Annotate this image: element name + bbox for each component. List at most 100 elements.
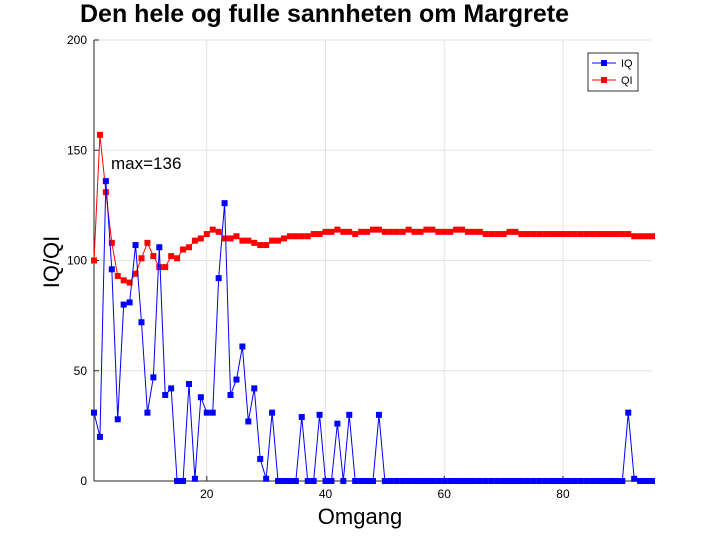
data-point-qi <box>156 264 163 271</box>
series-layer <box>91 131 655 484</box>
data-point-qi <box>364 228 371 235</box>
data-point-iq <box>530 478 537 484</box>
data-point-qi <box>643 233 650 240</box>
data-point-qi <box>346 228 353 235</box>
data-point-qi <box>637 233 644 240</box>
data-point-qi <box>263 242 270 249</box>
data-point-qi <box>180 246 187 253</box>
data-point-qi <box>292 233 299 240</box>
data-point-qi <box>286 233 293 240</box>
data-point-iq <box>150 374 157 381</box>
data-point-iq <box>269 409 276 416</box>
data-point-qi <box>245 237 252 244</box>
data-point-iq <box>619 478 626 484</box>
data-point-iq <box>138 319 145 326</box>
data-point-iq <box>310 478 317 484</box>
data-point-iq <box>506 478 513 484</box>
data-point-iq <box>548 478 555 484</box>
data-point-iq <box>423 478 430 484</box>
data-point-iq <box>102 178 109 185</box>
data-point-qi <box>435 228 442 235</box>
data-point-iq <box>209 409 216 416</box>
data-point-qi <box>393 228 400 235</box>
data-point-qi <box>328 228 335 235</box>
data-point-iq <box>613 478 620 484</box>
legend-marker-iq <box>601 60 607 66</box>
series-qi <box>91 131 655 286</box>
data-point-qi <box>571 231 578 238</box>
data-point-iq <box>488 478 495 484</box>
data-point-qi <box>601 231 608 238</box>
data-point-iq <box>108 266 115 273</box>
data-point-iq <box>405 478 412 484</box>
data-point-qi <box>429 226 436 233</box>
data-point-iq <box>126 299 133 306</box>
x-tick-label: 20 <box>200 487 214 501</box>
data-point-iq <box>399 478 406 484</box>
data-point-qi <box>316 231 323 238</box>
data-point-qi <box>512 228 519 235</box>
data-point-qi <box>613 231 620 238</box>
data-point-qi <box>625 231 632 238</box>
data-point-iq <box>631 475 638 482</box>
data-point-qi <box>257 242 264 249</box>
data-point-iq <box>185 380 192 387</box>
x-tick-label: 60 <box>438 487 452 501</box>
data-point-iq <box>275 478 282 484</box>
data-point-qi <box>506 228 513 235</box>
data-point-iq <box>524 478 531 484</box>
data-point-qi <box>108 239 115 246</box>
data-point-qi <box>542 231 549 238</box>
data-point-iq <box>393 478 400 484</box>
data-point-qi <box>441 228 448 235</box>
data-point-qi <box>340 228 347 235</box>
data-point-iq <box>571 478 578 484</box>
data-point-qi <box>251 239 258 246</box>
data-point-iq <box>595 478 602 484</box>
data-point-qi <box>500 231 507 238</box>
data-point-qi <box>524 231 531 238</box>
data-point-qi <box>488 231 495 238</box>
legend-label-iq: IQ <box>621 58 633 70</box>
data-point-iq <box>162 392 169 399</box>
data-point-qi <box>91 257 97 264</box>
axes: 0 50 100 150 200 20 40 60 80 <box>67 33 652 501</box>
data-point-iq <box>459 478 466 484</box>
data-point-iq <box>441 478 448 484</box>
data-point-qi <box>370 226 376 233</box>
data-point-qi <box>548 231 555 238</box>
data-point-iq <box>91 409 97 416</box>
data-point-iq <box>156 244 163 251</box>
data-point-qi <box>399 228 406 235</box>
data-point-iq <box>417 478 424 484</box>
data-point-iq <box>227 392 234 399</box>
data-point-iq <box>476 478 483 484</box>
data-point-qi <box>358 228 365 235</box>
data-point-qi <box>126 279 133 286</box>
legend: IQ QI <box>587 52 639 92</box>
data-point-iq <box>554 478 561 484</box>
data-point-qi <box>275 237 282 244</box>
data-point-qi <box>518 231 525 238</box>
data-point-iq <box>387 478 394 484</box>
data-point-iq <box>334 420 341 427</box>
data-point-qi <box>352 231 359 238</box>
data-point-qi <box>417 228 424 235</box>
data-point-qi <box>221 235 228 242</box>
data-point-qi <box>168 253 175 260</box>
data-point-iq <box>559 478 566 484</box>
data-point-qi <box>595 231 602 238</box>
data-point-iq <box>245 418 252 425</box>
x-axis-label: Omgang <box>317 504 403 529</box>
data-point-iq <box>583 478 590 484</box>
data-point-qi <box>197 235 204 242</box>
data-point-qi <box>310 231 317 238</box>
x-tick-label: 40 <box>319 487 333 501</box>
data-point-iq <box>637 478 644 484</box>
data-point-iq <box>215 275 222 282</box>
data-point-iq <box>280 478 287 484</box>
data-point-iq <box>221 200 228 207</box>
data-point-qi <box>269 237 276 244</box>
data-point-iq <box>435 478 442 484</box>
data-point-qi <box>280 235 287 242</box>
